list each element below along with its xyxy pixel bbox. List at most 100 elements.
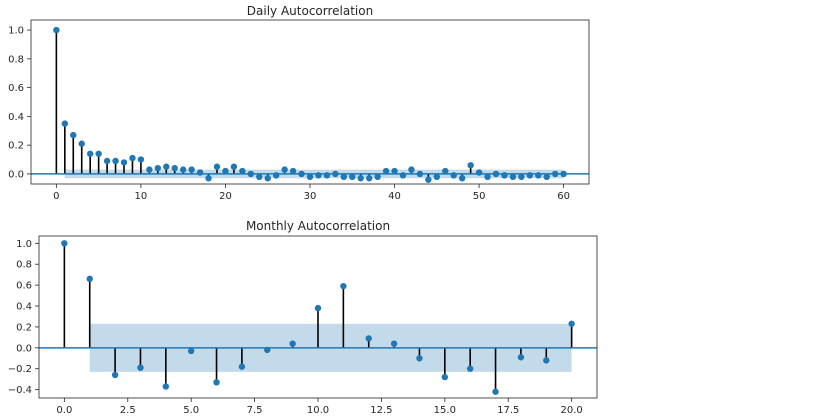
daily-marker (213, 163, 221, 170)
daily-marker (442, 167, 449, 175)
daily-marker (450, 172, 457, 179)
monthly-y-tick-label: 0.0 (16, 343, 32, 354)
daily-marker (256, 173, 263, 181)
daily-marker (272, 172, 280, 179)
daily-x-tick-label: 20 (219, 191, 232, 202)
daily-marker (382, 167, 390, 175)
daily-marker (365, 175, 373, 182)
monthly-marker (365, 335, 372, 342)
daily-marker (53, 26, 60, 34)
monthly-marker (111, 371, 119, 379)
daily-marker (120, 159, 128, 166)
daily-marker (86, 150, 94, 157)
monthly-x-tick-label: 12.5 (370, 405, 392, 416)
monthly-marker (441, 373, 449, 381)
daily-marker (543, 173, 550, 181)
daily-marker (374, 173, 381, 181)
monthly-marker (289, 340, 296, 347)
monthly-marker (340, 282, 347, 290)
monthly-marker (238, 363, 246, 370)
daily-marker (61, 120, 69, 127)
monthly-marker (517, 354, 525, 361)
monthly-marker (213, 379, 220, 386)
monthly-marker (466, 365, 474, 372)
daily-marker (551, 170, 559, 178)
monthly-y-tick-label: 0.4 (16, 302, 32, 313)
daily-marker (205, 175, 212, 182)
daily-marker (78, 140, 85, 147)
monthly-marker (86, 275, 93, 283)
monthly-marker (314, 304, 322, 312)
daily-chart-title: Daily Autocorrelation (247, 4, 373, 18)
daily-marker (239, 167, 246, 175)
daily-marker (103, 157, 111, 165)
daily-marker (408, 166, 415, 173)
daily-marker (247, 170, 255, 178)
monthly-chart-title: Monthly Autocorrelation (246, 219, 390, 233)
monthly-x-tick-label: 5.0 (183, 405, 199, 416)
daily-marker (146, 166, 153, 173)
daily-marker (196, 169, 204, 176)
daily-x-tick-label: 0 (53, 191, 59, 202)
monthly-x-tick-label: 17.5 (497, 405, 519, 416)
daily-marker (171, 164, 178, 172)
daily-marker (230, 163, 238, 170)
daily-marker (70, 131, 77, 139)
daily-marker (518, 173, 525, 181)
daily-marker (535, 172, 542, 179)
monthly-marker (390, 340, 398, 347)
daily-marker (306, 173, 314, 181)
daily-x-tick-label: 60 (557, 191, 570, 202)
monthly-marker (264, 346, 271, 354)
daily-marker (129, 154, 136, 162)
daily-marker (467, 162, 474, 169)
monthly-marker (137, 364, 144, 371)
daily-marker (416, 170, 424, 178)
daily-x-tick-label: 30 (304, 191, 317, 202)
daily-marker (340, 173, 348, 181)
daily-x-tick-label: 10 (135, 191, 148, 202)
daily-marker (179, 166, 187, 173)
daily-y-tick-label: 0.4 (8, 112, 24, 123)
daily-marker (289, 167, 297, 175)
daily-x-tick-label: 40 (388, 191, 401, 202)
monthly-marker (492, 388, 499, 395)
monthly-y-tick-label: 0.6 (16, 281, 32, 292)
monthly-y-tick-label: −0.2 (8, 364, 32, 375)
daily-marker (349, 173, 356, 181)
monthly-x-tick-label: 10.0 (307, 405, 329, 416)
monthly-x-tick-label: 2.5 (120, 405, 136, 416)
monthly-marker (568, 320, 575, 327)
daily-marker (492, 170, 500, 178)
daily-y-tick-label: 0.6 (8, 83, 24, 94)
daily-marker (298, 170, 305, 178)
monthly-y-tick-label: 0.2 (16, 322, 32, 333)
daily-marker (264, 175, 271, 182)
daily-marker (323, 172, 331, 179)
daily-marker (137, 156, 145, 163)
daily-y-tick-label: 0.2 (8, 141, 24, 152)
daily-x-tick-label: 50 (473, 191, 486, 202)
daily-y-tick-label: 0.8 (8, 54, 24, 65)
daily-marker (433, 173, 441, 181)
daily-marker (509, 173, 517, 181)
monthly-marker (61, 240, 68, 247)
monthly-y-tick-label: 1.0 (16, 239, 32, 250)
daily-marker (332, 170, 339, 178)
daily-marker (560, 170, 567, 178)
daily-marker (501, 172, 508, 179)
daily-marker (475, 169, 483, 176)
monthly-x-tick-label: 15.0 (434, 405, 456, 416)
monthly-x-tick-label: 7.5 (247, 405, 263, 416)
daily-autocorrelation-chart: Daily Autocorrelation 0 10 20 30 40 50 60 0.0 0.… (8, 4, 590, 202)
daily-y-tick-label: 0.0 (8, 169, 24, 180)
daily-marker (315, 172, 322, 179)
monthly-y-tick-label: −0.4 (8, 385, 32, 396)
monthly-marker (416, 355, 423, 362)
monthly-y-tick-label: 0.8 (16, 260, 32, 271)
daily-marker (484, 173, 491, 181)
monthly-marker (543, 357, 550, 364)
daily-marker (399, 172, 407, 179)
daily-marker (154, 164, 162, 172)
